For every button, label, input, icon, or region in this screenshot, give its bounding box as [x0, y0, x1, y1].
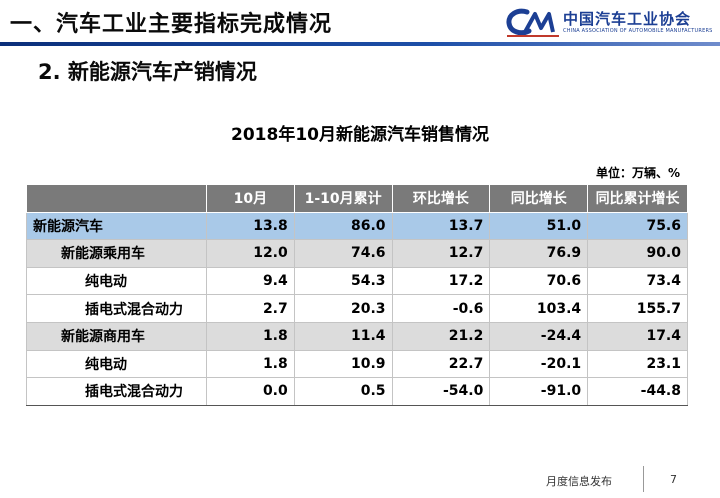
table-cell: 1.8: [205, 321, 295, 351]
table-cell: -91.0: [489, 377, 589, 406]
table-cell: 155.7: [587, 294, 688, 323]
column-header: 10月: [205, 184, 295, 213]
nev-sales-table: 10月 1-10月累计 环比增长 同比增长 同比累计增长 新能源汽车 13.8 86…: [26, 184, 688, 406]
table-cell: 86.0: [293, 211, 393, 241]
table-cell: 76.9: [489, 239, 589, 268]
table-cell: 20.3: [293, 294, 393, 323]
row-label: 纯电动: [26, 266, 207, 296]
column-header: 环比增长: [391, 184, 491, 213]
table-cell: 0.0: [205, 377, 295, 406]
caam-logo-icon: [506, 8, 559, 37]
table-cell: 17.4: [587, 321, 688, 351]
row-label: 插电式混合动力: [26, 294, 207, 323]
row-label: 插电式混合动力: [26, 377, 207, 406]
table-cell: -20.1: [489, 349, 589, 379]
logo-text-en: CHINA ASSOCIATION OF AUTOMOBILE MANUFACT…: [563, 28, 713, 34]
table-row: 新能源汽车 13.8 86.0 13.7 51.0 75.6: [26, 211, 688, 241]
table-cell: 22.7: [391, 349, 491, 379]
table-cell: 9.4: [205, 266, 295, 296]
table-cell: 13.8: [205, 211, 295, 241]
table-header-row: 10月 1-10月累计 环比增长 同比增长 同比累计增长: [26, 184, 688, 213]
table-cell: 90.0: [587, 239, 688, 268]
table-cell: 0.5: [293, 377, 393, 406]
table-cell: 21.2: [391, 321, 491, 351]
table-cell: 73.4: [587, 266, 688, 296]
footer-text: 月度信息发布: [546, 475, 612, 488]
table-cell: 103.4: [489, 294, 589, 323]
table-cell: 13.7: [391, 211, 491, 241]
table-cell: 51.0: [489, 211, 589, 241]
unit-label: 单位：万辆、%: [595, 166, 680, 180]
caam-logo: 中国汽车工业协会 CHINA ASSOCIATION OF AUTOMOBILE…: [505, 6, 715, 40]
row-label: 纯电动: [26, 349, 207, 379]
row-label: 新能源汽车: [26, 211, 207, 241]
row-label: 新能源乘用车: [26, 239, 207, 268]
table-cell: 10.9: [293, 349, 393, 379]
footer-divider: [643, 466, 644, 492]
slide-title: 一、汽车工业主要指标完成情况: [10, 12, 333, 37]
table-cell: 12.7: [391, 239, 491, 268]
column-header: 同比累计增长: [587, 184, 688, 213]
table-title: 2018年10月新能源汽车销售情况: [231, 125, 489, 145]
table-cell: 74.6: [293, 239, 393, 268]
table-row: 纯电动 9.4 54.3 17.2 70.6 73.4: [26, 266, 688, 296]
table-cell: 17.2: [391, 266, 491, 296]
table-row: 纯电动 1.8 10.9 22.7 -20.1 23.1: [26, 349, 688, 379]
table-cell: 23.1: [587, 349, 688, 379]
column-header: 同比增长: [489, 184, 589, 213]
title-divider: [0, 42, 720, 46]
table-row: 插电式混合动力 2.7 20.3 -0.6 103.4 155.7: [26, 294, 688, 323]
table-cell: -24.4: [489, 321, 589, 351]
table-cell: 12.0: [205, 239, 295, 268]
table-cell: -54.0: [391, 377, 491, 406]
logo-text-cn: 中国汽车工业协会: [563, 10, 692, 28]
table-cell: 2.7: [205, 294, 295, 323]
table-cell: 11.4: [293, 321, 393, 351]
table-cell: 54.3: [293, 266, 393, 296]
table-row: 插电式混合动力 0.0 0.5 -54.0 -91.0 -44.8: [26, 377, 688, 406]
column-header: [26, 184, 207, 213]
row-label: 新能源商用车: [26, 321, 207, 351]
table-cell: -0.6: [391, 294, 491, 323]
table-cell: 1.8: [205, 349, 295, 379]
table-row: 新能源商用车 1.8 11.4 21.2 -24.4 17.4: [26, 321, 688, 351]
section-subtitle: 2. 新能源汽车产销情况: [38, 60, 257, 84]
table-cell: 70.6: [489, 266, 589, 296]
page-number: 7: [670, 473, 677, 486]
table-cell: -44.8: [587, 377, 688, 406]
table-cell: 75.6: [587, 211, 688, 241]
table-row: 新能源乘用车 12.0 74.6 12.7 76.9 90.0: [26, 239, 688, 268]
column-header: 1-10月累计: [293, 184, 393, 213]
